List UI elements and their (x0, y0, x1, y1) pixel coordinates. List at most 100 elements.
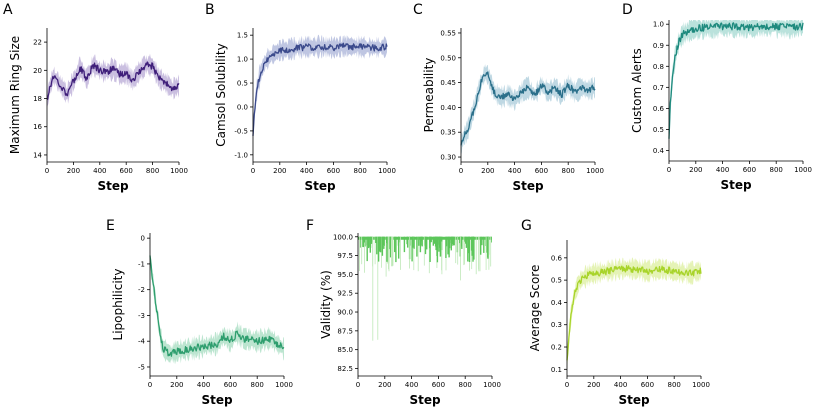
panel-e: 0 200 400 600 800 1000 -5 -4 -3 -2 -1 0 Step Lipophil… (106, 218, 293, 407)
series-line (47, 61, 180, 100)
y-axis-label: Average Score (528, 265, 542, 352)
y-tick-label: -2 (138, 286, 145, 294)
y-tick-label: 1.0 (237, 56, 248, 64)
x-tick-label: 800 (562, 167, 575, 175)
y-tick-label: 0.5 (653, 126, 664, 134)
y-tick-label: -5 (138, 363, 145, 371)
x-tick-label: 600 (743, 166, 756, 174)
y-tick-label: 87.5 (337, 327, 353, 335)
panel-c: 0 200 400 600 800 1000 0.30 0.35 0.40 0.45 0.50 0.5… (413, 2, 604, 193)
y-tick-label: 0.8 (653, 63, 664, 71)
x-axis-label: Step (409, 393, 441, 407)
y-tick-label: -1 (138, 260, 145, 268)
y-tick-label: 90.0 (337, 309, 353, 317)
y-axis-label: Permeability (422, 58, 436, 133)
y-tick-label: 0.3 (551, 321, 562, 329)
x-tick-label: 400 (614, 381, 627, 389)
y-axis-label: Custom Alerts (630, 48, 644, 133)
y-tick-label: 82.5 (337, 365, 353, 373)
y-tick-label: 100.0 (333, 233, 353, 241)
series-line (668, 22, 804, 139)
x-tick-label: 200 (170, 381, 183, 389)
x-tick-label: 0 (148, 381, 152, 389)
x-axis-label: Step (97, 179, 129, 193)
y-tick-label: 1.0 (653, 21, 664, 29)
x-axis-label: Step (304, 179, 336, 193)
x-tick-label: 400 (93, 167, 106, 175)
x-tick-label: 800 (770, 166, 783, 174)
x-tick-label: 0 (45, 167, 49, 175)
y-tick-label: 0.55 (440, 29, 456, 37)
x-tick-label: 200 (689, 166, 702, 174)
variability-band (461, 64, 595, 154)
x-tick-label: 0 (667, 166, 671, 174)
y-axis-label: Validity (%) (319, 270, 333, 339)
series-line (566, 265, 702, 361)
panel-g: 0 200 400 600 800 1000 0.1 0.2 0.3 0.4 0.5 0.6 Step A… (521, 218, 710, 407)
y-tick-label: 22 (33, 39, 42, 47)
y-tick-label: 0.6 (653, 105, 665, 113)
x-axis-label: Step (201, 393, 233, 407)
x-tick-label: 800 (459, 381, 472, 389)
x-tick-label: 0 (565, 381, 569, 389)
y-tick-label: 0.4 (551, 299, 563, 307)
x-tick-label: 600 (224, 381, 237, 389)
y-tick-label: 0.40 (440, 104, 456, 112)
x-tick-label: 400 (197, 381, 210, 389)
y-tick-label: 0.4 (653, 147, 665, 155)
x-axis-label: Step (512, 179, 544, 193)
x-tick-label: 800 (354, 167, 367, 175)
panel-label: E (106, 218, 115, 234)
y-tick-label: 0.2 (551, 344, 562, 352)
x-tick-label: 200 (67, 167, 80, 175)
y-tick-label: 97.5 (337, 252, 353, 260)
y-tick-label: 1.5 (237, 32, 248, 40)
panel-label: C (413, 2, 423, 18)
panel-b: 0 200 400 600 800 1000 -1.0 -0.5 0.0 0.5 1.0 1.5 Ste… (205, 2, 396, 193)
x-tick-label: 1000 (692, 381, 710, 389)
variability-band (150, 250, 284, 365)
x-tick-label: 200 (587, 381, 600, 389)
y-tick-label: 95.0 (337, 271, 353, 279)
y-tick-label: -4 (138, 338, 146, 346)
x-tick-label: 400 (405, 381, 418, 389)
y-tick-label: 18 (33, 95, 42, 103)
variability-band (253, 34, 387, 140)
x-tick-label: 600 (120, 167, 133, 175)
x-tick-label: 1000 (586, 167, 604, 175)
y-tick-label: 0.5 (237, 80, 248, 88)
y-tick-label: 0.35 (440, 129, 456, 137)
x-tick-label: 600 (641, 381, 654, 389)
x-tick-label: 200 (378, 381, 391, 389)
x-tick-label: 0 (459, 167, 463, 175)
panel-label: B (205, 2, 215, 18)
x-tick-label: 600 (327, 167, 340, 175)
x-tick-label: 0 (251, 167, 255, 175)
y-tick-label: 0.1 (551, 366, 562, 374)
x-tick-label: 1000 (378, 167, 396, 175)
x-tick-label: 400 (716, 166, 729, 174)
panel-label: G (521, 218, 532, 234)
y-tick-label: -3 (138, 312, 145, 320)
panel-label: F (306, 218, 314, 234)
y-tick-label: 0.5 (551, 277, 562, 285)
y-tick-label: 14 (33, 151, 42, 159)
x-tick-label: 800 (668, 381, 681, 389)
x-tick-label: 400 (300, 167, 313, 175)
y-tick-label: 0.7 (653, 84, 664, 92)
y-tick-label: 0.45 (440, 79, 456, 87)
panel-a: 0 200 400 600 800 1000 14 16 18 20 22 Step Maximum R… (3, 2, 188, 193)
x-tick-label: 1000 (794, 166, 812, 174)
series-line (460, 71, 596, 146)
x-tick-label: 1000 (275, 381, 293, 389)
y-tick-label: 0.50 (440, 54, 456, 62)
y-tick-label: -1.0 (234, 151, 248, 159)
x-tick-label: 0 (356, 381, 360, 389)
variability-band (567, 257, 701, 370)
y-tick-label: -0.5 (234, 127, 248, 135)
y-tick-label: 85.0 (337, 346, 353, 354)
y-tick-label: 92.5 (337, 290, 353, 298)
y-axis-label: Camsol Solubility (214, 43, 228, 147)
y-tick-label: 0 (141, 235, 145, 243)
